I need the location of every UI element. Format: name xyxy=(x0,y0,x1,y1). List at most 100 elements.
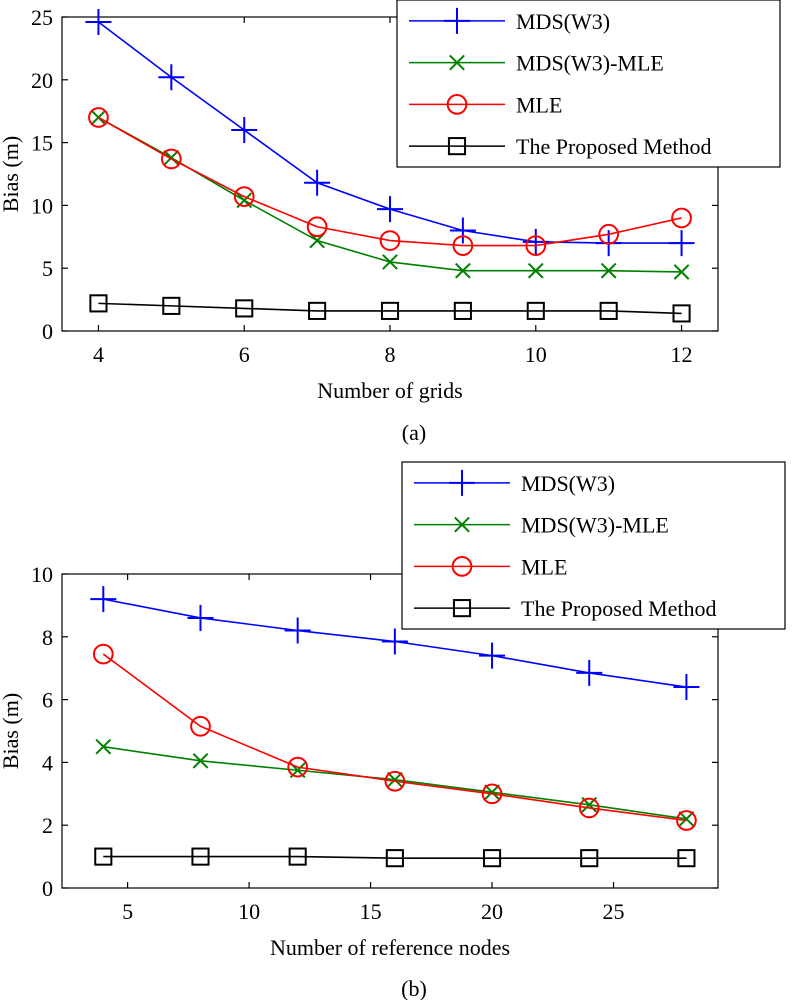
data-point xyxy=(384,770,406,792)
data-point xyxy=(526,301,545,320)
legend-label: MDS(W3) xyxy=(516,9,610,34)
data-point xyxy=(600,262,617,279)
data-point xyxy=(287,756,309,778)
x-tick-label: 15 xyxy=(360,899,382,924)
data-point xyxy=(598,223,620,245)
data-point xyxy=(162,296,181,315)
series-mds-w3-mle xyxy=(95,738,695,827)
x-axis-label: Number of reference nodes xyxy=(270,935,510,960)
x-tick-label: 10 xyxy=(238,899,260,924)
data-point xyxy=(676,810,697,831)
y-tick-label: 8 xyxy=(42,625,53,650)
legend-label: MDS(W3)-MLE xyxy=(516,51,664,76)
data-point xyxy=(668,230,695,257)
series-line xyxy=(98,302,682,315)
data-point xyxy=(158,64,185,91)
data-point xyxy=(190,715,211,737)
data-point xyxy=(449,217,476,244)
data-point xyxy=(288,847,307,866)
data-point xyxy=(191,847,210,866)
data-point xyxy=(482,849,502,868)
data-point xyxy=(379,230,401,251)
x-tick-label: 10 xyxy=(525,342,547,367)
data-point xyxy=(455,262,471,279)
data-point xyxy=(481,783,503,805)
data-point xyxy=(90,109,107,126)
legend-label: MLE xyxy=(521,554,567,579)
y-tick-label: 10 xyxy=(31,193,53,218)
y-axis-label: Bias (m) xyxy=(0,136,23,212)
data-point xyxy=(304,169,331,196)
data-point xyxy=(160,148,182,170)
legend-marker xyxy=(449,469,475,496)
data-point xyxy=(92,643,114,665)
data-point xyxy=(89,294,108,313)
legend: MDS(W3) MDS(W3)-MLE MLE The Proposed Method xyxy=(401,461,786,630)
chart-a: 4 6 8 10 12 0 5 10 15 20 25 Number of grids Bias (m)… xyxy=(0,0,781,445)
y-tick-label: 5 xyxy=(42,256,53,281)
x-tick-label: 5 xyxy=(122,899,133,924)
legend-label: MDS(W3) xyxy=(521,471,615,496)
x-tick-label: 25 xyxy=(603,899,625,924)
data-point xyxy=(284,617,311,644)
data-point xyxy=(484,784,500,801)
chart-caption: (b) xyxy=(401,976,427,1000)
y-tick-label: 10 xyxy=(31,562,53,587)
legend-frame xyxy=(396,0,781,168)
data-point xyxy=(192,752,209,769)
data-point xyxy=(163,149,180,166)
data-point xyxy=(452,235,474,256)
data-point xyxy=(235,299,254,318)
y-tick-label: 4 xyxy=(42,750,53,775)
data-point xyxy=(599,301,618,320)
data-point xyxy=(527,262,544,279)
data-point xyxy=(580,849,599,868)
y-tick-label: 6 xyxy=(42,688,53,713)
data-point xyxy=(673,264,690,280)
data-point xyxy=(678,811,695,827)
legend-label: The Proposed Method xyxy=(516,134,712,159)
legend-marker xyxy=(451,556,473,577)
data-point xyxy=(453,301,472,320)
chart-b: 5 10 15 20 25 0 2 4 6 8 10 Number of reference node… xyxy=(0,461,786,1000)
series-line xyxy=(102,653,687,822)
data-point xyxy=(94,847,113,866)
y-tick-label: 2 xyxy=(42,813,53,838)
legend: MDS(W3) MDS(W3)-MLE MLE The Proposed Method xyxy=(396,0,781,168)
data-point xyxy=(90,586,117,613)
x-tick-label: 8 xyxy=(385,342,396,367)
y-tick-label: 25 xyxy=(31,5,53,30)
series-line xyxy=(103,855,687,859)
data-point xyxy=(88,107,109,128)
series-mle xyxy=(92,643,697,831)
legend-label: MLE xyxy=(516,92,562,117)
legend-marker xyxy=(447,137,467,156)
x-tick-label: 20 xyxy=(481,899,503,924)
data-point xyxy=(672,304,691,323)
data-point xyxy=(578,797,600,819)
data-point xyxy=(85,9,112,36)
y-axis-label: Bias (m) xyxy=(0,693,23,769)
series-mle xyxy=(88,107,692,256)
data-point xyxy=(387,771,403,788)
legend-marker xyxy=(446,94,468,115)
y-tick-label: 0 xyxy=(42,319,53,344)
legend-marker xyxy=(454,516,470,533)
data-point xyxy=(525,235,547,256)
data-point xyxy=(308,301,327,320)
series-line xyxy=(98,116,682,247)
data-point xyxy=(381,628,408,655)
chart-caption: (a) xyxy=(402,420,426,445)
data-point xyxy=(382,254,398,270)
x-tick-label: 12 xyxy=(671,342,693,367)
data-point xyxy=(673,674,700,701)
series-the-proposed-method xyxy=(94,847,696,868)
data-point xyxy=(385,849,404,868)
legend-marker xyxy=(449,54,465,71)
legend-frame xyxy=(401,461,786,630)
x-axis-label: Number of grids xyxy=(317,378,462,403)
legend-label: MDS(W3)-MLE xyxy=(521,513,669,538)
plot-area-frame xyxy=(61,573,719,889)
x-tick-label: 4 xyxy=(93,342,104,367)
